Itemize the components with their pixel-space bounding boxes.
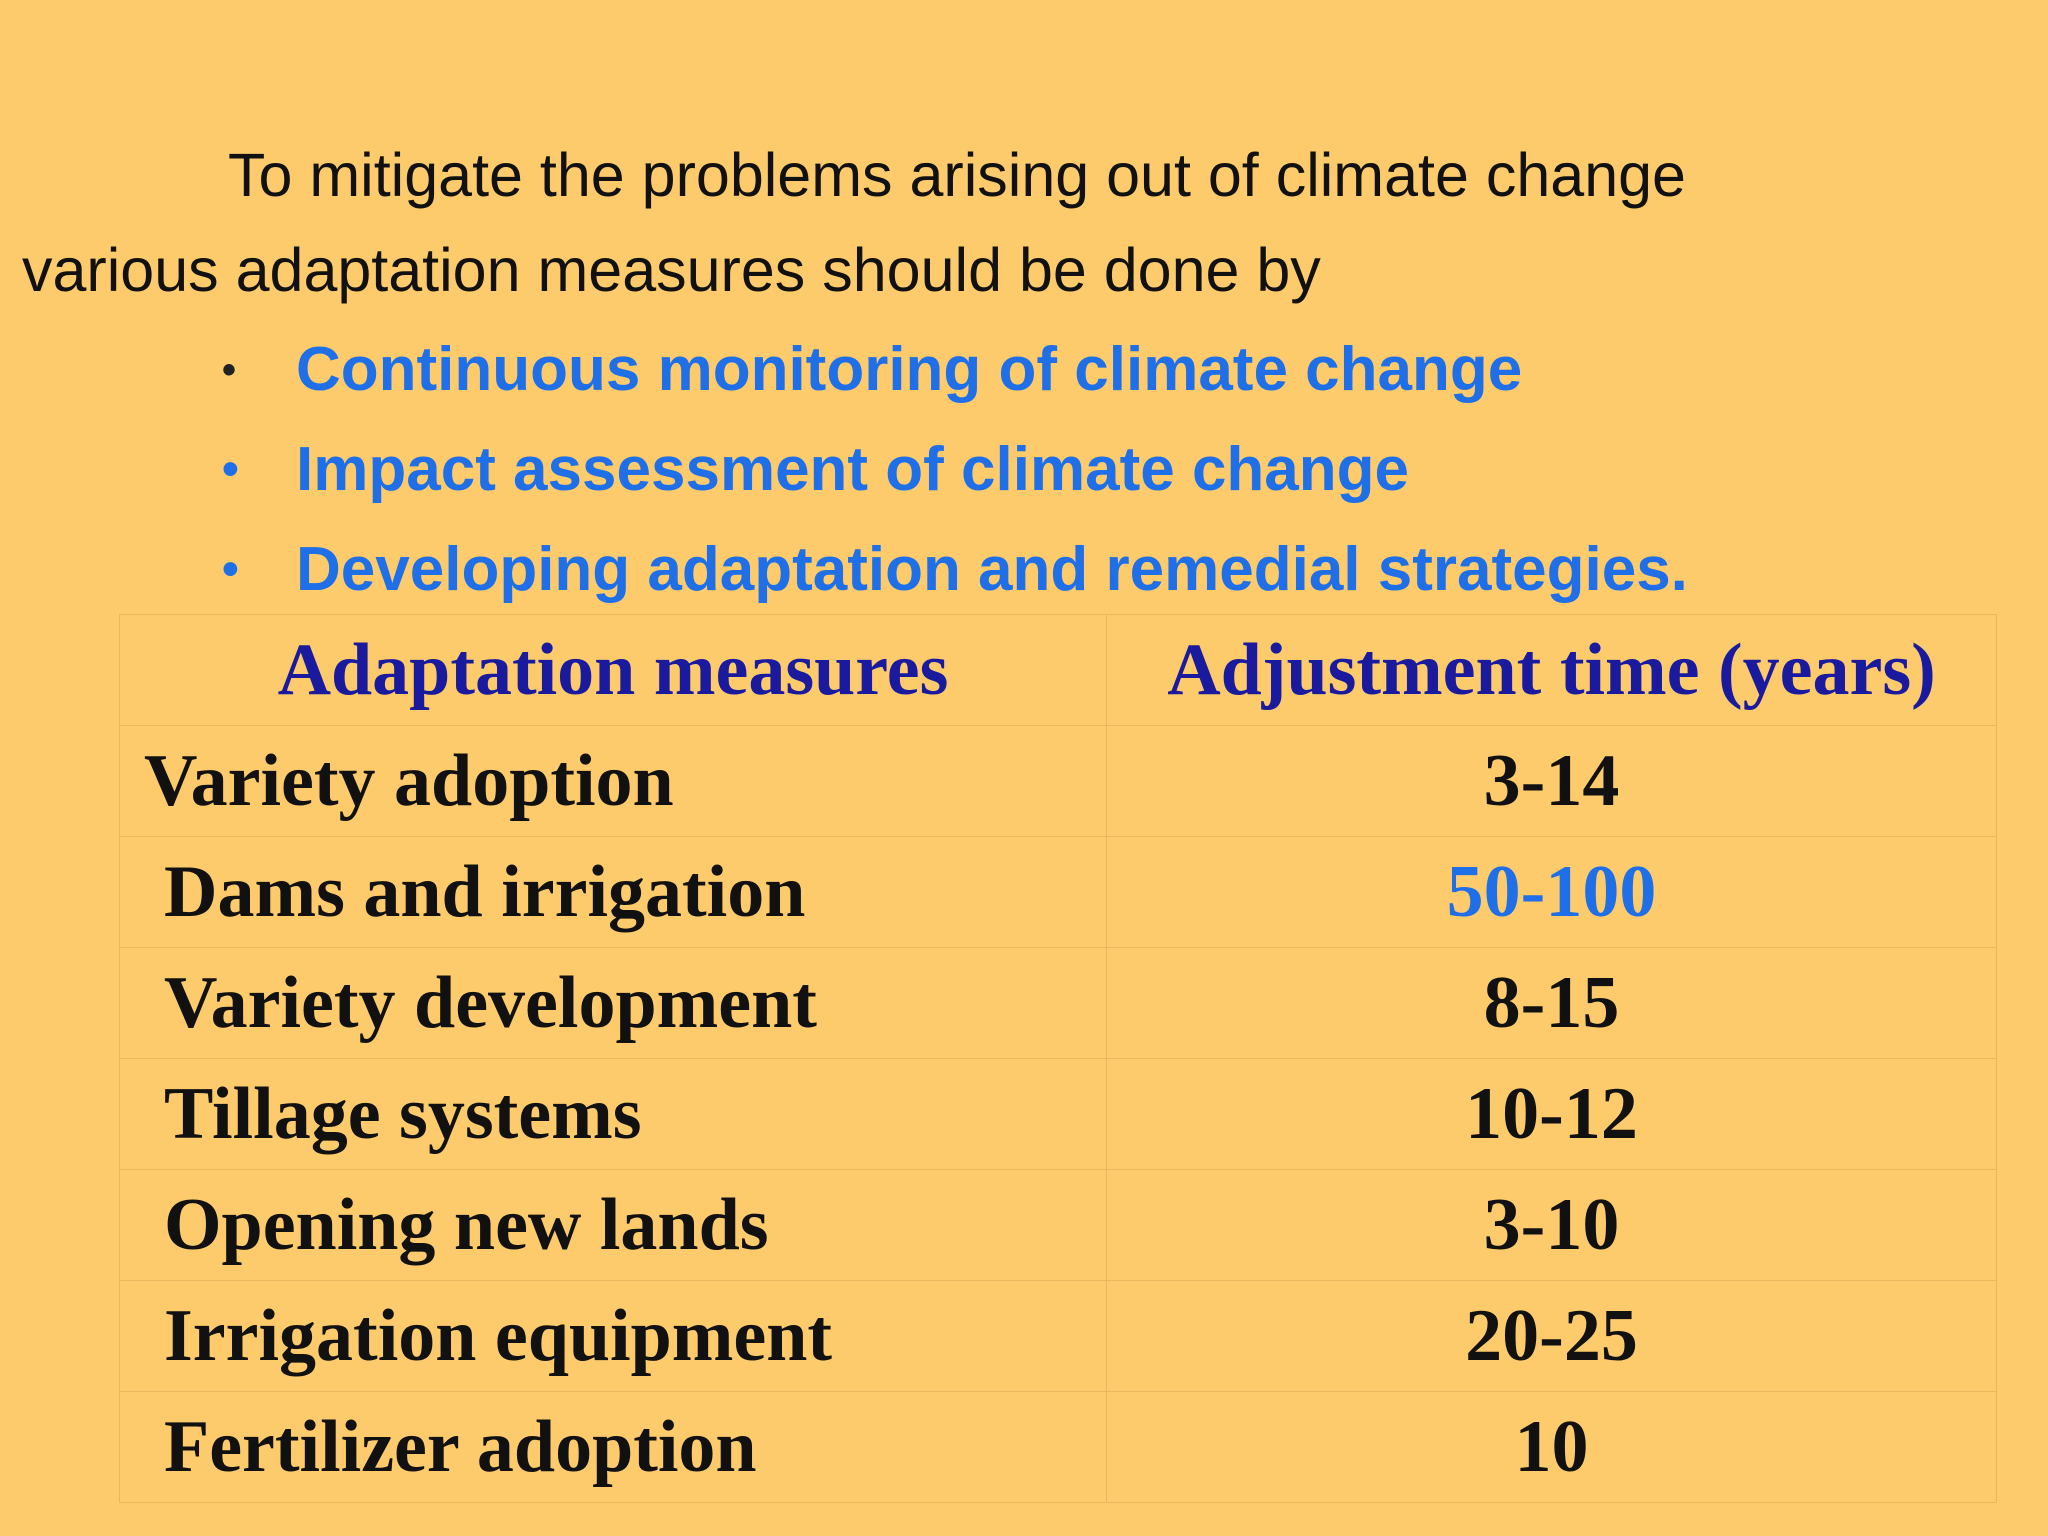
time-cell: 3-14 [1106, 725, 1997, 837]
column-header-time: Adjustment time (years) [1106, 614, 1997, 726]
time-cell: 20-25 [1106, 1280, 1997, 1392]
bullet-text: Impact assessment of climate change [296, 435, 1410, 504]
table-row: Tillage systems 10-12 [119, 1058, 1997, 1170]
measure-cell: Tillage systems [119, 1058, 1107, 1170]
measure-cell: Dams and irrigation [119, 836, 1107, 948]
measure-cell: Variety adoption [119, 725, 1107, 837]
column-header-measures: Adaptation measures [119, 614, 1107, 726]
measure-cell: Fertilizer adoption [119, 1391, 1107, 1503]
intro-line-1: To mitigate the problems arising out of … [228, 141, 1686, 209]
bullet-icon: • [222, 348, 237, 392]
time-cell: 10 [1106, 1391, 1997, 1503]
table-row: Variety development 8-15 [119, 947, 1997, 1059]
intro-line-2: various adaptation measures should be do… [22, 236, 1321, 304]
bullet-icon: • [222, 543, 239, 596]
adaptation-table: Adaptation measures Adjustment time (yea… [119, 614, 1997, 1503]
time-cell: 3-10 [1106, 1169, 1997, 1281]
measure-cell: Variety development [119, 947, 1107, 1059]
time-cell: 50-100 [1106, 836, 1997, 948]
measure-cell: Opening new lands [119, 1169, 1107, 1281]
bullet-item: • Developing adaptation and remedial str… [222, 520, 1688, 620]
table-row: Irrigation equipment 20-25 [119, 1280, 1997, 1392]
bullet-text: Continuous monitoring of climate change [296, 335, 1523, 404]
bullet-icon: • [222, 443, 239, 496]
bullet-text: Developing adaptation and remedial strat… [296, 535, 1688, 604]
bullet-list: • Continuous monitoring of climate chang… [222, 320, 1688, 620]
measure-cell: Irrigation equipment [119, 1280, 1107, 1392]
table-row: Dams and irrigation 50-100 [119, 836, 1997, 948]
time-cell: 8-15 [1106, 947, 1997, 1059]
intro-paragraph: To mitigate the problems arising out of … [22, 128, 2012, 318]
table-row: Fertilizer adoption 10 [119, 1391, 1997, 1503]
bullet-item: • Impact assessment of climate change [222, 420, 1688, 520]
table-row: Variety adoption 3-14 [119, 725, 1997, 837]
table-header-row: Adaptation measures Adjustment time (yea… [119, 614, 1997, 726]
time-cell: 10-12 [1106, 1058, 1997, 1170]
table-row: Opening new lands 3-10 [119, 1169, 1997, 1281]
bullet-item: • Continuous monitoring of climate chang… [222, 320, 1688, 420]
